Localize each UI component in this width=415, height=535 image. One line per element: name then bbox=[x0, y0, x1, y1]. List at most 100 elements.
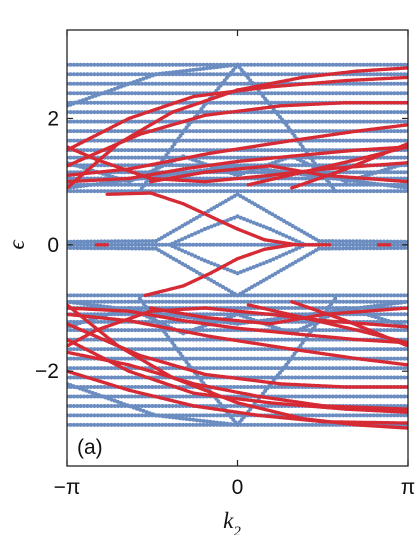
bulk-band-curve-17-point bbox=[303, 299, 308, 304]
bulk-band-curve-20-point bbox=[68, 319, 73, 324]
bulk-band-curve-3-point bbox=[330, 91, 335, 96]
bulk-band-curve-8-point bbox=[344, 138, 349, 143]
bulk-band-curve-19-point bbox=[126, 312, 131, 317]
bulk-band-curve-6-point bbox=[88, 119, 93, 124]
bulk-band-curve-25-point bbox=[334, 366, 339, 371]
bulk-band-curve-9-point bbox=[85, 148, 90, 153]
bulk-band-curve-17-point bbox=[283, 299, 288, 304]
bulk-band-curve-5-point bbox=[262, 110, 267, 115]
bulk-band-curve-28-point bbox=[129, 394, 134, 399]
bulk-band-curve-5-point bbox=[85, 110, 90, 115]
bulk-band-curve-23-point bbox=[334, 347, 339, 352]
bulk-band-curve-17-point bbox=[211, 299, 216, 304]
bulk-band-curve-19-point bbox=[225, 312, 230, 317]
bulk-band-curve-0-point bbox=[392, 62, 397, 67]
bulk-band-curve-34-point bbox=[327, 246, 332, 251]
bulk-band-curve-14-point bbox=[235, 182, 240, 187]
bulk-band-curve-24-point bbox=[221, 356, 226, 361]
bulk-band-curve-6-point bbox=[378, 119, 383, 124]
bulk-band-curve-3-point bbox=[402, 91, 407, 96]
bulk-band-curve-5-point bbox=[133, 110, 138, 115]
bulk-band-curve-10-point bbox=[109, 155, 114, 160]
bulk-band-curve-15-point bbox=[167, 189, 172, 194]
bulk-band-curve-20-point bbox=[402, 319, 407, 324]
bulk-band-curve-25-point bbox=[296, 366, 301, 371]
bulk-band-curve-31-point bbox=[129, 422, 134, 427]
bulk-band-curve-12-point bbox=[351, 170, 356, 175]
bulk-band-curve-32-point bbox=[245, 242, 250, 247]
bulk-band-curve-2-point bbox=[92, 81, 97, 86]
bulk-band-curve-2-point bbox=[388, 81, 393, 86]
bulk-band-curve-0-point bbox=[324, 62, 329, 67]
bulk-band-curve-29-point bbox=[153, 404, 158, 408]
bulk-band-curve-1-point bbox=[365, 72, 369, 77]
bulk-band-curve-26-point bbox=[191, 375, 196, 380]
bulk-band-curve-23-point bbox=[238, 347, 243, 352]
bulk-band-curve-14-point bbox=[174, 182, 179, 187]
bulk-band-curve-1-point bbox=[78, 72, 83, 77]
bulk-band-curve-0-point bbox=[348, 62, 352, 67]
bulk-band-curve-33-point bbox=[320, 239, 325, 244]
bulk-band-curve-15-point bbox=[71, 189, 76, 194]
bulk-band-curve-31-point bbox=[191, 422, 196, 427]
bulk-band-curve-23-point bbox=[163, 347, 168, 352]
bulk-band-curve-0-point bbox=[88, 62, 93, 67]
bulk-band-curve-5-point bbox=[303, 110, 308, 115]
bulk-band-curve-26-point bbox=[279, 375, 284, 380]
bulk-band-curve-7-point bbox=[378, 129, 383, 134]
bulk-band-curve-3-point bbox=[368, 91, 373, 96]
bulk-band-curve-7-point bbox=[198, 129, 202, 134]
bulk-band-curve-46-point bbox=[68, 300, 73, 305]
bulk-band-curve-10-point bbox=[75, 155, 80, 160]
bulk-band-curve-15-point bbox=[303, 189, 308, 194]
bulk-band-curve-3-point bbox=[153, 91, 158, 96]
bulk-band-curve-15-point bbox=[259, 189, 264, 194]
bulk-band-curve-3-point bbox=[136, 91, 141, 96]
bulk-band-curve-21-point bbox=[109, 328, 114, 333]
bulk-band-curve-15-point bbox=[273, 189, 277, 194]
bulk-band-curve-1-point bbox=[194, 72, 199, 77]
bulk-band-curve-17-point bbox=[242, 299, 247, 304]
bulk-band-curve-5-point bbox=[129, 110, 134, 115]
bulk-band-curve-7-point bbox=[112, 129, 117, 134]
bulk-band-curve-6-point bbox=[221, 119, 226, 124]
bulk-band-curve-22-point bbox=[262, 337, 267, 342]
bulk-band-curve-1-point bbox=[375, 72, 380, 77]
bulk-band-curve-14-point bbox=[242, 182, 247, 187]
bulk-band-curve-24-point bbox=[238, 356, 243, 361]
bulk-band-curve-8-point bbox=[249, 138, 254, 143]
bulk-band-curve-8-point bbox=[395, 138, 400, 143]
bulk-band-curve-25-point bbox=[300, 366, 305, 371]
bulk-band-curve-2-point bbox=[187, 81, 192, 86]
bulk-band-curve-41-point bbox=[215, 65, 220, 70]
bulk-band-curve-14-point bbox=[153, 182, 158, 187]
bulk-band-curve-1-point bbox=[368, 72, 373, 77]
bulk-band-curve-21-point bbox=[337, 328, 342, 333]
bulk-band-curve-41-point bbox=[205, 66, 209, 71]
bulk-band-curve-3-point bbox=[140, 91, 145, 96]
bulk-band-curve-2-point bbox=[238, 81, 243, 86]
bulk-band-curve-17-point bbox=[116, 299, 121, 304]
bulk-band-curve-23-point bbox=[170, 347, 175, 352]
bulk-band-curve-32-point bbox=[163, 242, 168, 247]
bulk-band-curve-34-point bbox=[344, 246, 349, 251]
bulk-band-curve-28-point bbox=[126, 394, 131, 399]
bulk-band-curve-16-point bbox=[276, 293, 281, 298]
bulk-band-curve-1-point bbox=[208, 72, 213, 77]
bulk-band-curve-7-point bbox=[228, 129, 233, 134]
bulk-band-curve-19-point bbox=[388, 312, 393, 317]
bulk-band-curve-7-point bbox=[249, 129, 254, 134]
bulk-band-curve-32 bbox=[67, 242, 408, 247]
bulk-band-curve-19-point bbox=[208, 312, 213, 317]
bulk-band-curve-7-point bbox=[330, 129, 335, 134]
bulk-band-curve-16-point bbox=[68, 293, 73, 298]
bulk-band-curve-7-point bbox=[119, 129, 124, 134]
bulk-band-curve-14-point bbox=[337, 182, 342, 187]
bulk-band-curve-16-point bbox=[112, 293, 117, 298]
bulk-band-curve-3-point bbox=[71, 91, 76, 96]
bulk-band-curve-5-point bbox=[368, 110, 373, 115]
bulk-band-curve-14-point bbox=[163, 182, 168, 187]
bulk-band-curve-1-point bbox=[286, 72, 291, 77]
bulk-band-curve-21-point bbox=[119, 328, 124, 333]
bulk-band-curve-5-point bbox=[123, 110, 127, 115]
